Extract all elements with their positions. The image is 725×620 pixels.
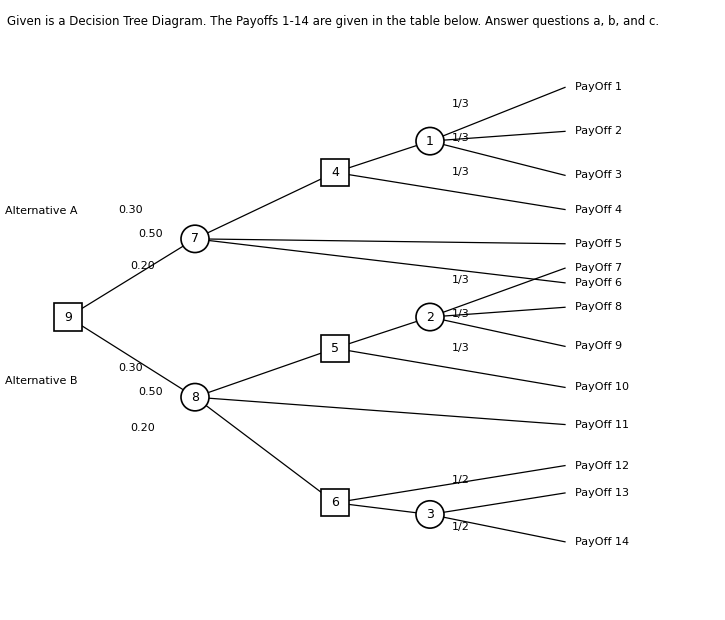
Text: 8: 8 [191, 391, 199, 404]
Text: PayOff 5: PayOff 5 [575, 239, 622, 249]
Text: PayOff 1: PayOff 1 [575, 82, 622, 92]
Text: PayOff 6: PayOff 6 [575, 278, 622, 288]
Text: PayOff 10: PayOff 10 [575, 383, 629, 392]
Text: 1/3: 1/3 [452, 167, 470, 177]
Text: 9: 9 [64, 311, 72, 324]
Text: Given is a Decision Tree Diagram. The Payoffs 1-14 are given in the table below.: Given is a Decision Tree Diagram. The Pa… [7, 16, 659, 29]
Text: 1/2: 1/2 [452, 522, 470, 532]
Text: 6: 6 [331, 496, 339, 509]
Text: PayOff 3: PayOff 3 [575, 170, 622, 180]
Text: 1/2: 1/2 [452, 476, 470, 485]
Text: 1: 1 [426, 135, 434, 148]
Circle shape [416, 128, 444, 155]
Text: PayOff 14: PayOff 14 [575, 537, 629, 547]
Text: 1/3: 1/3 [452, 133, 470, 143]
Circle shape [416, 303, 444, 330]
Text: PayOff 11: PayOff 11 [575, 420, 629, 430]
Text: 1/3: 1/3 [452, 343, 470, 353]
Text: 0.50: 0.50 [138, 229, 162, 239]
Text: 0.20: 0.20 [130, 261, 154, 271]
Text: 3: 3 [426, 508, 434, 521]
Text: 0.20: 0.20 [130, 423, 154, 433]
Text: 4: 4 [331, 166, 339, 179]
Text: 2: 2 [426, 311, 434, 324]
Circle shape [181, 225, 209, 252]
Text: PayOff 13: PayOff 13 [575, 488, 629, 498]
Text: PayOff 8: PayOff 8 [575, 303, 622, 312]
Bar [54, 303, 82, 330]
Text: 1/3: 1/3 [452, 275, 470, 285]
Text: 7: 7 [191, 232, 199, 246]
Text: PayOff 2: PayOff 2 [575, 126, 622, 136]
Text: PayOff 4: PayOff 4 [575, 205, 622, 215]
Text: 5: 5 [331, 342, 339, 355]
Text: 0.30: 0.30 [118, 205, 143, 215]
Text: 1/3: 1/3 [452, 309, 470, 319]
Text: 0.30: 0.30 [118, 363, 143, 373]
Text: 0.50: 0.50 [138, 388, 162, 397]
Text: PayOff 9: PayOff 9 [575, 342, 622, 352]
Bar [321, 489, 349, 516]
Circle shape [416, 501, 444, 528]
Text: PayOff 12: PayOff 12 [575, 461, 629, 471]
Text: Alternative B: Alternative B [5, 376, 78, 386]
Bar [321, 335, 349, 362]
Bar [321, 159, 349, 186]
Text: PayOff 7: PayOff 7 [575, 263, 622, 273]
Text: Alternative A: Alternative A [5, 206, 78, 216]
Text: 1/3: 1/3 [452, 99, 470, 109]
Circle shape [181, 384, 209, 411]
